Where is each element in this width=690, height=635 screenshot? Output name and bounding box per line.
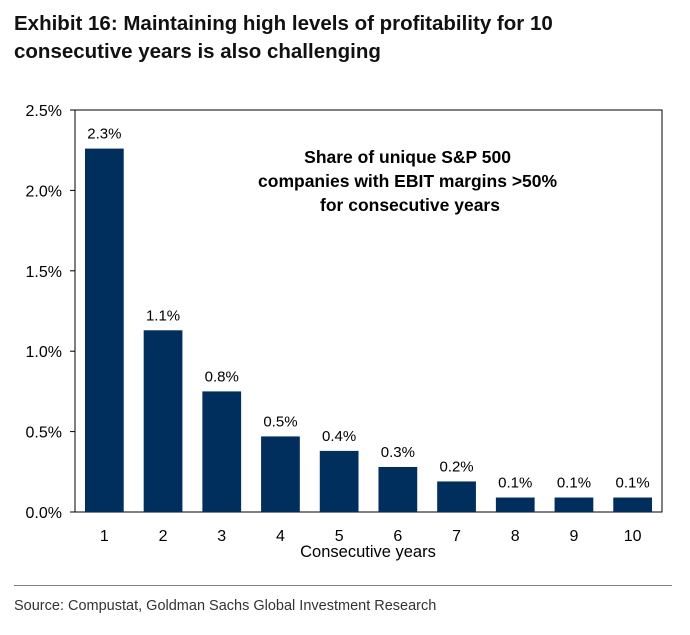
bar-7 bbox=[437, 481, 476, 512]
chart-annotation: Share of unique S&P 500 companies with E… bbox=[258, 147, 562, 215]
bar-chart: 0.0% 0.5% 1.0% 1.5% 2.0% 2.5% 2.3% 1.1% 0.8% 0.5… bbox=[26, 103, 663, 561]
data-label-10: 0.1% bbox=[616, 475, 650, 492]
x-tick-label: 6 bbox=[393, 528, 402, 545]
y-tick-label: 2.0% bbox=[26, 183, 62, 200]
bar-9 bbox=[554, 497, 594, 512]
x-tick-label: 1 bbox=[100, 528, 109, 545]
data-label-9: 0.1% bbox=[557, 475, 591, 492]
bar-data-labels: 2.3% 1.1% 0.8% 0.5% 0.4% 0.3% 0.2% 0.1% 0.1% 0.1% bbox=[87, 126, 650, 492]
data-label-8: 0.1% bbox=[498, 475, 532, 492]
y-tick-label: 2.5% bbox=[26, 103, 62, 120]
data-label-2: 1.1% bbox=[146, 307, 180, 324]
y-tick-label: 0.0% bbox=[26, 505, 62, 522]
annotation-line-3: for consecutive years bbox=[320, 195, 500, 215]
bar-10 bbox=[613, 497, 653, 512]
data-label-5: 0.4% bbox=[322, 428, 356, 445]
x-tick-label: 8 bbox=[511, 528, 520, 545]
bar-8 bbox=[495, 497, 535, 512]
x-tick-label: 4 bbox=[276, 528, 285, 545]
x-axis-title: Consecutive years bbox=[300, 543, 436, 561]
y-tick-label: 1.5% bbox=[26, 264, 62, 281]
data-label-4: 0.5% bbox=[263, 413, 297, 430]
y-tick-label: 0.5% bbox=[26, 425, 62, 442]
y-tick-label: 1.0% bbox=[26, 344, 62, 361]
data-label-6: 0.3% bbox=[381, 444, 415, 461]
x-tick-label: 9 bbox=[569, 528, 578, 545]
x-tick-label: 7 bbox=[452, 528, 461, 545]
footer-divider bbox=[14, 585, 672, 586]
bar-4 bbox=[261, 436, 300, 512]
plot-frame bbox=[74, 109, 663, 513]
x-tick-label: 3 bbox=[217, 528, 226, 545]
bar-2 bbox=[143, 330, 183, 512]
source-note: Source: Compustat, Goldman Sachs Global … bbox=[14, 598, 437, 614]
x-tick-label: 5 bbox=[335, 528, 344, 545]
x-tick-label: 10 bbox=[624, 528, 642, 545]
bar-3 bbox=[202, 391, 242, 512]
data-label-1: 2.3% bbox=[87, 126, 121, 143]
exhibit-title: Exhibit 16: Maintaining high levels of p… bbox=[14, 12, 553, 63]
x-tick-label: 2 bbox=[159, 528, 168, 545]
data-label-7: 0.2% bbox=[439, 458, 473, 475]
bar-5 bbox=[319, 450, 359, 512]
annotation-line-2: companies with EBIT margins >50% bbox=[258, 171, 557, 191]
x-axis-ticks: 1 2 3 4 5 6 7 8 9 10 bbox=[100, 528, 642, 545]
y-axis-ticks: 0.0% 0.5% 1.0% 1.5% 2.0% 2.5% bbox=[26, 103, 75, 522]
bars bbox=[84, 148, 653, 513]
annotation-line-1: Share of unique S&P 500 bbox=[304, 147, 511, 167]
data-label-3: 0.8% bbox=[205, 368, 239, 385]
bar-1 bbox=[84, 148, 124, 513]
bar-6 bbox=[378, 466, 418, 512]
